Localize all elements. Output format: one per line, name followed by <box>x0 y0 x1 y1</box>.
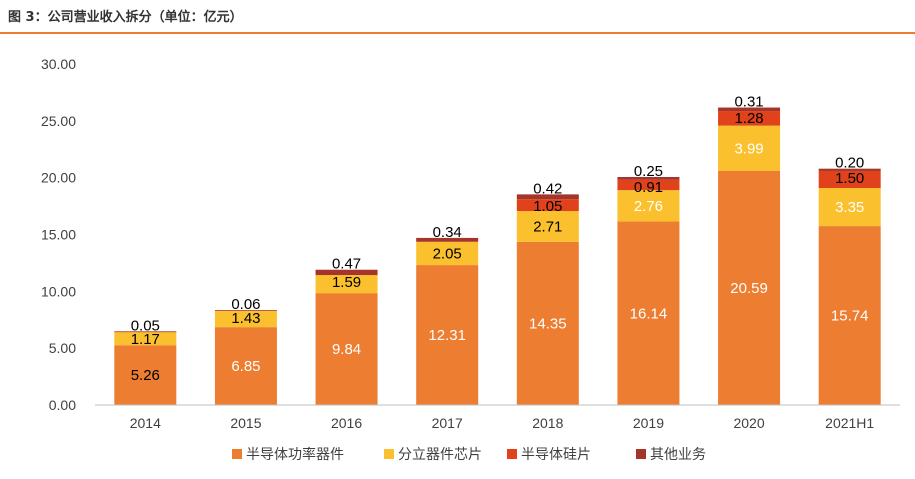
legend-label: 分立器件芯片 <box>398 446 482 462</box>
data-label: 2.76 <box>634 198 663 215</box>
bar-segment <box>617 176 680 180</box>
bars: 5.26 1.170.05 6.85 1.430.06 9.84 1.590.47 12.3… <box>114 94 881 405</box>
bar-segment <box>718 170 781 405</box>
bar-segment <box>718 125 781 171</box>
y-tick-label: 0.00 <box>49 397 76 413</box>
data-label: 1.28 <box>734 110 763 127</box>
data-label: 1.59 <box>332 274 361 291</box>
data-label: 2.05 <box>433 245 462 262</box>
y-tick-label: 30.00 <box>41 56 76 72</box>
legend-swatch <box>232 449 242 459</box>
bar-segment <box>718 111 781 126</box>
data-label: 1.05 <box>533 198 562 215</box>
data-label: 0.06 <box>231 296 260 313</box>
legend-label: 半导体硅片 <box>521 446 591 462</box>
data-label: 0.47 <box>332 256 361 273</box>
bar-segment <box>214 310 277 328</box>
data-label: 3.99 <box>734 140 763 157</box>
data-label: 14.35 <box>529 315 567 332</box>
x-axis: 2014 2015 2016 2017 2018 2019 2020 2021H1 <box>95 404 900 431</box>
data-label: 2.71 <box>533 218 562 235</box>
data-label: 0.20 <box>835 155 864 172</box>
bar-segment <box>718 107 781 112</box>
data-label: 1.43 <box>231 310 260 327</box>
bar-segment <box>516 211 579 242</box>
bar-segment <box>617 190 680 222</box>
x-tick-label: 2021H1 <box>825 415 874 431</box>
y-tick-label: 5.00 <box>49 340 76 356</box>
data-label: 0.05 <box>131 317 160 334</box>
bar-segment <box>214 310 277 312</box>
data-label: 20.59 <box>730 280 768 297</box>
y-tick-label: 15.00 <box>41 227 76 243</box>
x-tick-label: 2015 <box>230 415 261 431</box>
data-label: 0.25 <box>634 163 663 180</box>
bar-segment <box>516 199 579 212</box>
bar-segment <box>114 345 177 405</box>
bar-segment <box>516 241 579 405</box>
legend: 半导体功率器件 分立器件芯片 半导体硅片 其他业务 <box>232 446 706 462</box>
x-tick-label: 2019 <box>633 415 664 431</box>
data-label: 0.31 <box>734 94 763 111</box>
bar-segment <box>214 327 277 405</box>
bar-segment <box>416 241 479 266</box>
bar-segment <box>818 170 881 189</box>
legend-label: 半导体功率器件 <box>246 446 344 462</box>
bar-segment <box>617 179 680 191</box>
data-label: 9.84 <box>332 341 361 358</box>
data-label: 1.50 <box>835 170 864 187</box>
data-label: 3.35 <box>835 199 864 216</box>
title-rule <box>0 32 915 34</box>
bar-segment <box>114 331 177 346</box>
y-tick-label: 20.00 <box>41 170 76 186</box>
legend-swatch <box>507 449 517 459</box>
bar-segment <box>416 237 479 242</box>
legend-label: 其他业务 <box>650 446 706 462</box>
y-axis: 0.00 5.00 10.00 15.00 20.00 25.00 30.00 <box>41 56 76 413</box>
data-label: 0.91 <box>634 179 663 196</box>
legend-swatch <box>636 449 646 459</box>
data-label: 16.14 <box>630 305 668 322</box>
bar-segment <box>315 275 378 294</box>
bar-segment <box>818 226 881 405</box>
bar-segment <box>818 168 881 171</box>
bar-segment <box>516 194 579 200</box>
data-label: 6.85 <box>231 358 260 375</box>
bar-segment <box>315 269 378 276</box>
x-tick-label: 2017 <box>432 415 463 431</box>
data-label: 5.26 <box>131 367 160 384</box>
bar-segment <box>416 265 479 405</box>
bar-segment <box>114 331 177 333</box>
x-tick-label: 2018 <box>532 415 563 431</box>
legend-swatch <box>384 449 394 459</box>
data-label: 1.17 <box>131 331 160 348</box>
data-label: 0.34 <box>433 224 462 241</box>
bar-segment <box>315 293 378 405</box>
figure-title: 图 3：公司营业收入拆分（单位：亿元） <box>8 10 243 25</box>
data-label: 12.31 <box>428 327 466 344</box>
x-tick-label: 2016 <box>331 415 362 431</box>
x-tick-label: 2020 <box>733 415 764 431</box>
bar-segment <box>818 188 881 227</box>
y-tick-label: 25.00 <box>41 113 76 129</box>
data-label: 15.74 <box>831 308 869 325</box>
bar-segment <box>617 221 680 405</box>
y-tick-label: 10.00 <box>41 283 76 299</box>
data-label: 0.42 <box>533 180 562 197</box>
x-tick-label: 2014 <box>130 415 161 431</box>
